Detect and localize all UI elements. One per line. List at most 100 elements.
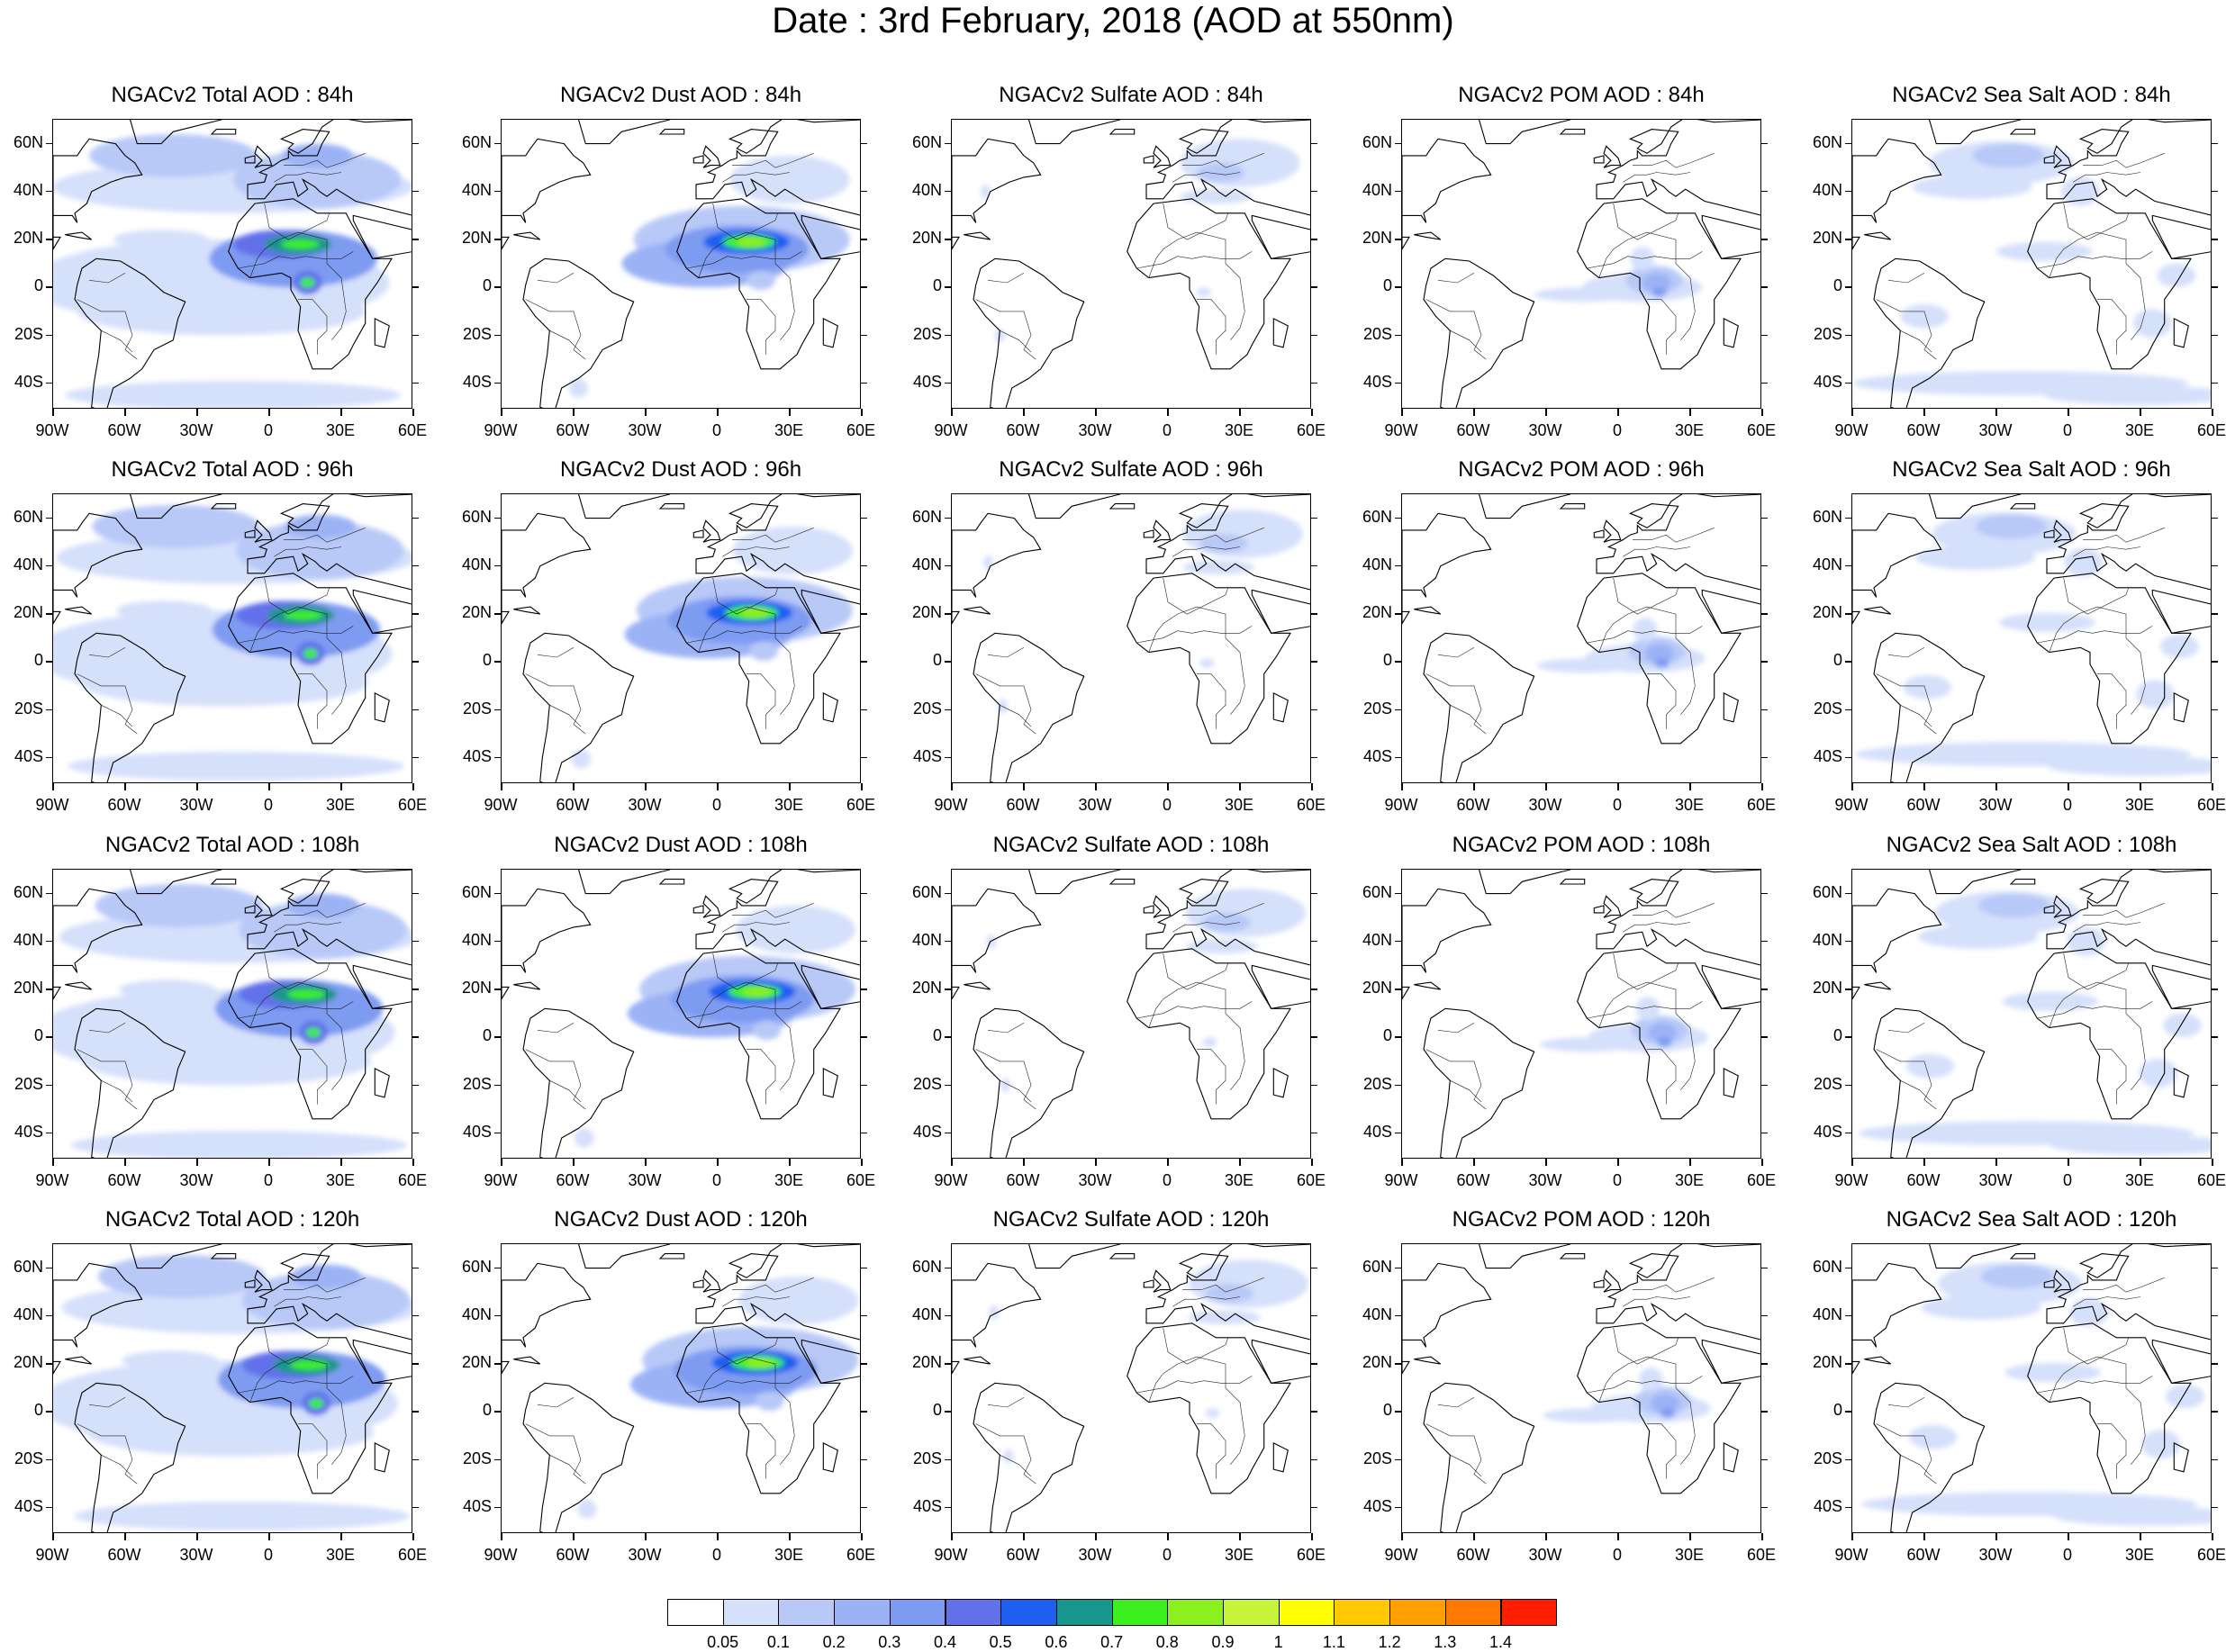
lon-tick-mark xyxy=(196,783,198,790)
lat-tick-mark xyxy=(861,239,867,240)
lon-tick-label: 30E xyxy=(2124,421,2155,439)
lon-tick-mark xyxy=(1311,409,1313,416)
lat-tick-mark xyxy=(412,892,419,895)
aod-field xyxy=(1972,143,2045,168)
panel-title: NGACv2 POM AOD : 120h xyxy=(1452,1207,1711,1232)
country-border xyxy=(722,922,791,933)
aod-field xyxy=(2163,1013,2202,1038)
lon-tick-label: 60E xyxy=(1296,1171,1326,1189)
map-canvas xyxy=(1852,120,2211,408)
lon-tick-label: 0 xyxy=(1612,1171,1622,1189)
lat-tick-mark xyxy=(1395,1036,1401,1038)
country-border xyxy=(2083,153,2165,168)
lat-tick-label: 20N xyxy=(13,229,43,248)
coastline xyxy=(2043,905,2055,914)
lat-tick-mark xyxy=(412,142,419,145)
country-border xyxy=(1136,1376,1253,1394)
aod-field xyxy=(1980,1264,2053,1289)
lat-tick-label: 40N xyxy=(911,930,942,949)
country-border xyxy=(1900,704,1932,727)
panel-title: NGACv2 Dust AOD : 84h xyxy=(559,83,802,107)
country-border xyxy=(1450,1079,1482,1103)
lon-tick-label: 60E xyxy=(2196,421,2226,439)
lat-tick-mark xyxy=(1311,892,1317,895)
lat-tick-mark xyxy=(412,661,419,663)
aod-field xyxy=(239,900,408,959)
coastline xyxy=(692,155,704,164)
country-border xyxy=(722,1296,791,1307)
lon-tick-mark xyxy=(1023,1159,1025,1166)
lat-tick-mark xyxy=(46,564,52,567)
country-border xyxy=(2097,299,2127,355)
lat-tick-mark xyxy=(945,613,951,615)
lat-tick-label: 40N xyxy=(911,1304,942,1323)
lon-tick-label: 30E xyxy=(325,796,356,814)
lon-tick-label: 30W xyxy=(1078,1546,1112,1564)
lat-tick-mark xyxy=(2212,988,2218,990)
coastline xyxy=(676,573,841,745)
coastline xyxy=(1478,120,1571,145)
map-panel-total xyxy=(52,493,412,783)
country-border xyxy=(1633,153,1715,168)
lat-tick-label: 20S xyxy=(912,1449,942,1467)
coastline xyxy=(53,888,143,1000)
coastline xyxy=(1593,905,1605,914)
coastline xyxy=(74,257,186,408)
coastline xyxy=(244,1279,256,1288)
lon-tick-label: 60W xyxy=(556,1171,590,1189)
lat-tick-mark xyxy=(1311,709,1317,710)
map-canvas xyxy=(1852,494,2211,782)
aod-field xyxy=(1182,560,1255,575)
coastline xyxy=(2053,519,2072,543)
coastline xyxy=(1723,1442,1739,1473)
coastline xyxy=(577,1244,671,1269)
lon-tick-label: 60W xyxy=(107,1546,141,1564)
lon-tick-mark xyxy=(1239,1159,1241,1166)
lat-tick-mark xyxy=(2212,613,2218,615)
coastline xyxy=(513,606,541,615)
lat-tick-mark xyxy=(861,756,867,759)
aod-field xyxy=(286,989,326,999)
country-border xyxy=(238,251,354,269)
lon-tick-mark xyxy=(2068,783,2069,790)
lon-tick-mark xyxy=(1095,783,1097,790)
coastline xyxy=(1577,1323,1742,1494)
coastline xyxy=(1928,1244,2022,1269)
lon-tick-label: 90W xyxy=(35,1171,69,1189)
colorbar-swatch xyxy=(1278,1599,1335,1626)
coastline xyxy=(2053,1269,2072,1293)
lon-tick-label: 30E xyxy=(774,1171,804,1189)
country-border xyxy=(2073,1296,2141,1307)
lat-tick-label: 0 xyxy=(33,1401,43,1420)
coastline xyxy=(1723,692,1739,723)
aod-field xyxy=(2047,756,2211,776)
aod-field xyxy=(309,1398,324,1409)
lat-tick-label: 20N xyxy=(911,603,942,622)
coastline xyxy=(247,870,412,966)
country-border xyxy=(686,251,802,269)
lon-tick-label: 90W xyxy=(35,1546,69,1564)
coastline xyxy=(74,1007,186,1158)
lat-tick-label: 60N xyxy=(911,1257,942,1276)
aod-field xyxy=(83,1037,372,1086)
country-border xyxy=(298,1049,328,1105)
aod-field xyxy=(119,979,215,999)
coastline xyxy=(247,494,412,591)
lat-tick-mark xyxy=(412,709,419,710)
coastline xyxy=(973,1382,1085,1532)
lat-tick-label: 0 xyxy=(932,651,942,670)
lat-tick-mark xyxy=(46,1267,52,1269)
coastline xyxy=(2009,129,2036,135)
lon-tick-mark xyxy=(645,409,647,416)
lon-tick-label: 0 xyxy=(1162,1546,1172,1564)
country-border xyxy=(2097,1423,2127,1479)
lat-tick-label: 60N xyxy=(1362,882,1392,901)
lon-tick-mark xyxy=(1473,1533,1475,1540)
map-canvas xyxy=(1402,870,1760,1158)
lat-tick-mark xyxy=(861,142,867,145)
lat-tick-mark xyxy=(861,1084,867,1086)
map-panel-sulfate xyxy=(951,1243,1311,1533)
lat-tick-mark xyxy=(861,661,867,663)
aod-field xyxy=(737,237,766,248)
lat-tick-label: 60N xyxy=(461,132,492,151)
